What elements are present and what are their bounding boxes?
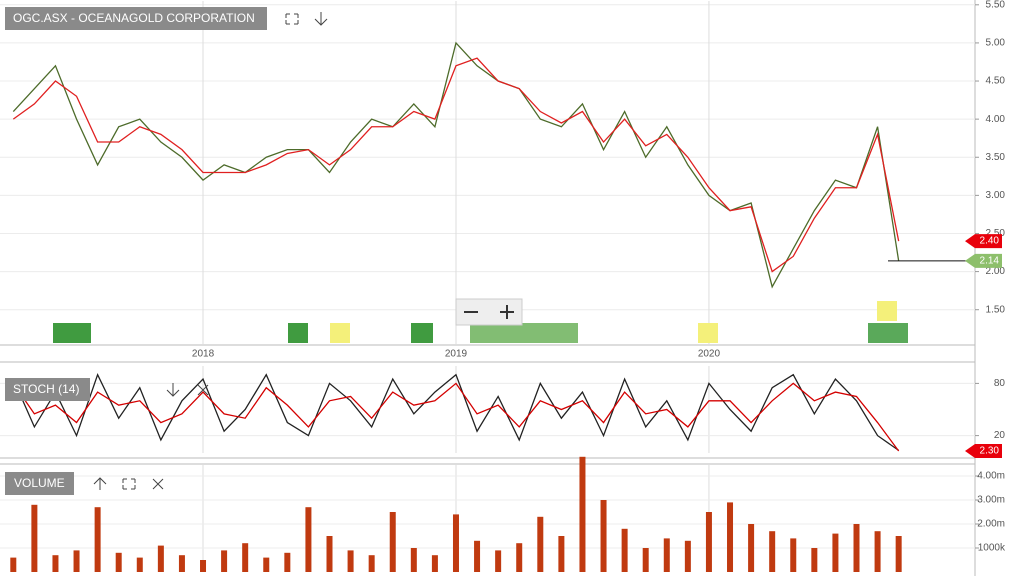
volume-bar (305, 507, 312, 572)
expand-icon[interactable] (285, 13, 299, 25)
volume-bar (727, 502, 734, 572)
y-tick-label: 5.00 (986, 38, 1006, 49)
volume-bar (10, 557, 17, 572)
y-tick-label: 4.00m (977, 471, 1005, 482)
down-icon[interactable] (166, 383, 180, 397)
y-tick-label: 20 (994, 430, 1006, 441)
volume-bar (115, 552, 122, 572)
volume-bar (52, 555, 59, 572)
volume-bar (642, 548, 649, 572)
volume-bar (516, 543, 523, 572)
y-tick-label: 2.00 (986, 266, 1006, 277)
volume-bar (853, 524, 860, 572)
volume-bar (495, 550, 502, 572)
volume-bar (748, 524, 755, 572)
volume-bar (31, 504, 38, 572)
signals (53, 301, 908, 343)
y-tick-label: 1.50 (986, 304, 1006, 315)
volume-bar (790, 538, 797, 572)
volume-bar (684, 540, 691, 572)
volume-bar (389, 512, 396, 572)
volume-bar (474, 540, 481, 572)
y-tick-label: 3.00 (986, 190, 1006, 201)
volume-bar (136, 557, 143, 572)
y-tick-label: 1000k (978, 543, 1006, 554)
volume-bar (200, 560, 207, 572)
series-line (12, 373, 900, 451)
x-tick-label: 2018 (192, 349, 215, 360)
price-tag (965, 253, 1002, 268)
volume-bar (221, 550, 228, 572)
y-tick-label: 80 (994, 378, 1006, 389)
series-line (12, 41, 900, 289)
volume-bar (73, 550, 80, 572)
close-icon[interactable] (152, 478, 164, 490)
volume-bar (326, 536, 333, 572)
volume-bar (874, 531, 881, 572)
x-tick-label: 2019 (445, 349, 468, 360)
volume-bar (811, 548, 818, 572)
series-line (12, 57, 900, 273)
volume-bar (94, 507, 101, 572)
volume-bar (537, 516, 544, 572)
stoch-header: STOCH (14) (5, 378, 209, 401)
volume-bar (452, 514, 459, 572)
price-tag-label: 2.30 (980, 446, 1000, 457)
price-tag-label: 2.14 (980, 256, 1000, 267)
price-tag (965, 443, 1002, 458)
series-line (12, 382, 900, 452)
volume-bar (347, 550, 354, 572)
volume-bar (769, 531, 776, 572)
close-icon[interactable] (197, 384, 209, 396)
volume-bar (263, 557, 270, 572)
volume-bar (832, 533, 839, 572)
stoch-title: STOCH (14) (13, 382, 79, 396)
chart-title: OGC.ASX - OCEANAGOLD CORPORATION (13, 11, 255, 25)
y-tick-label: 3.50 (986, 152, 1006, 163)
volume-bar (663, 538, 670, 572)
volume-bar (157, 545, 164, 572)
volume-bar (431, 555, 438, 572)
volume-bar (410, 548, 417, 572)
volume-bar (705, 512, 712, 572)
y-tick-label: 3.00m (977, 495, 1005, 506)
volume-bar (284, 552, 291, 572)
expand-icon[interactable] (122, 478, 136, 490)
volume-bar (558, 536, 565, 572)
y-tick-label: 4.50 (986, 76, 1006, 87)
price-tag (965, 234, 1002, 249)
volume-bar (242, 543, 249, 572)
y-tick-label: 2.50 (986, 228, 1006, 239)
zoom-controls[interactable] (455, 298, 523, 326)
pane-borders (0, 0, 976, 576)
price-tag-label: 2.40 (980, 236, 1000, 247)
y-tick-label: 5.50 (986, 0, 1006, 10)
volume-bar (621, 528, 628, 572)
up-icon[interactable] (93, 477, 107, 490)
down-icon[interactable] (314, 12, 328, 26)
y-tick-label: 4.00 (986, 114, 1006, 125)
volume-bar (178, 555, 185, 572)
volume-bar (895, 536, 902, 572)
volume-bar (600, 500, 607, 572)
volume-bar (579, 456, 586, 572)
x-tick-label: 2020 (698, 349, 721, 360)
y-tick-label: 2.00m (977, 519, 1005, 530)
volume-bar (368, 555, 375, 572)
price-header: OGC.ASX - OCEANAGOLD CORPORATION (5, 7, 328, 30)
volume-title: VOLUME (14, 476, 65, 490)
volume-header: VOLUME (5, 472, 164, 495)
